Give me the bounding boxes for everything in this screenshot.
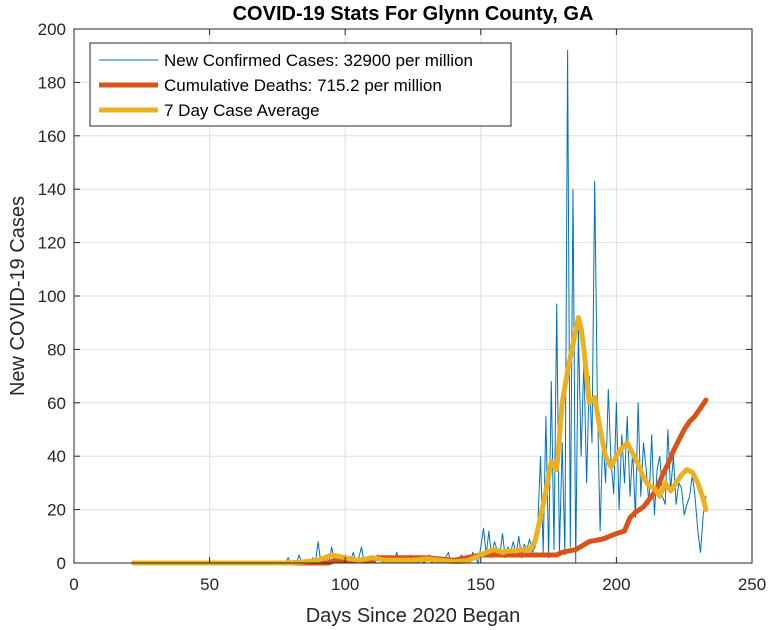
y-tick-label: 140 xyxy=(38,180,66,199)
legend: New Confirmed Cases: 32900 per million Cu… xyxy=(89,42,512,127)
y-tick-label: 40 xyxy=(47,447,66,466)
x-tick-label: 100 xyxy=(331,575,359,594)
x-tick-label: 0 xyxy=(69,575,78,594)
chart-title: COVID-19 Stats For Glynn County, GA xyxy=(233,3,594,25)
x-tick-label: 50 xyxy=(200,575,219,594)
x-tick-label: 150 xyxy=(467,575,495,594)
legend-label-1: New Confirmed Cases: 32900 per million xyxy=(164,51,473,70)
series-line-3 xyxy=(131,314,709,566)
y-tick-label: 180 xyxy=(38,73,66,92)
y-axis-title: New COVID-19 Cases xyxy=(7,196,29,396)
x-tick-label: 250 xyxy=(738,575,766,594)
x-tick-label: 200 xyxy=(602,575,630,594)
series-layer xyxy=(131,49,709,566)
y-tick-label: 80 xyxy=(47,340,66,359)
y-tick-label: 60 xyxy=(47,394,66,413)
y-tick-label: 100 xyxy=(38,287,66,306)
y-tick-label: 160 xyxy=(38,127,66,146)
legend-box xyxy=(89,42,512,127)
y-tick-label: 120 xyxy=(38,234,66,253)
axis-ticks: 0 50 100 150 200 250 0 20 40 60 80 100 120 140 160 180 2… xyxy=(38,20,767,594)
legend-label-2: Cumulative Deaths: 715.2 per million xyxy=(164,76,442,95)
legend-items: New Confirmed Cases: 32900 per million Cu… xyxy=(99,51,473,120)
x-axis-title: Days Since 2020 Began xyxy=(306,605,521,627)
legend-label-3: 7 Day Case Average xyxy=(164,101,320,120)
y-tick-label: 200 xyxy=(38,20,66,39)
y-tick-label: 0 xyxy=(57,554,66,573)
y-tick-label: 20 xyxy=(47,501,66,520)
